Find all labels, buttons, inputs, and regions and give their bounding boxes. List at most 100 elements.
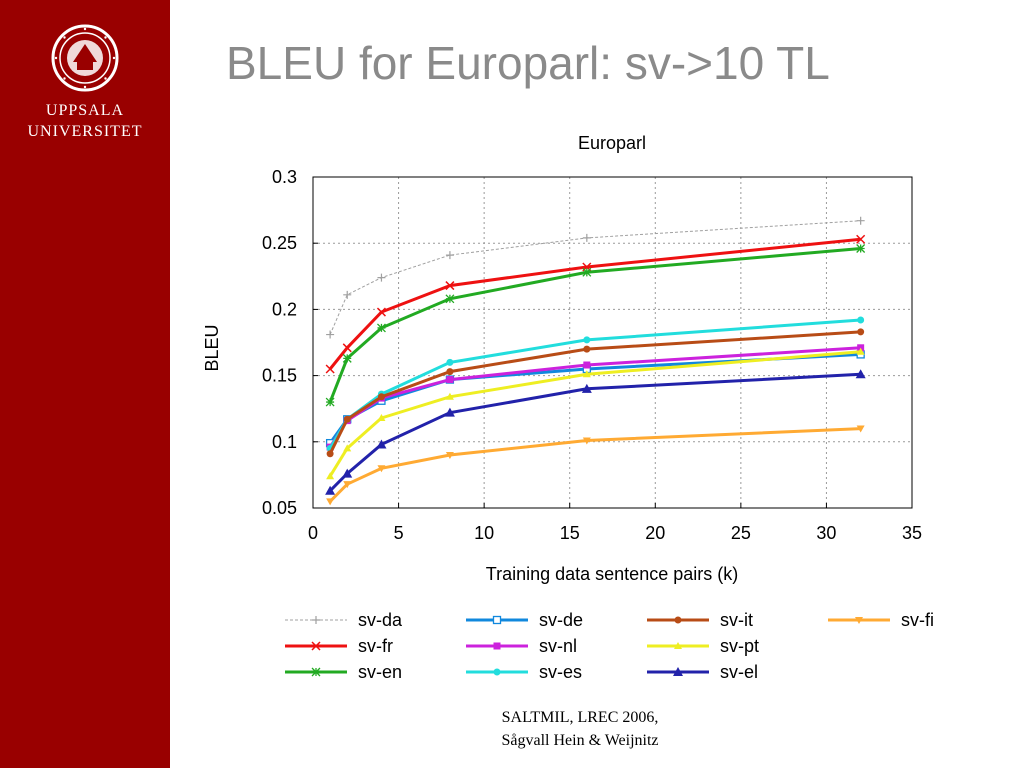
series-line	[329, 427, 861, 503]
data-point	[377, 465, 386, 473]
data-point	[377, 413, 386, 421]
data-point	[444, 407, 455, 417]
data-point	[376, 323, 386, 333]
legend-entry-sv-fi: sv-fi	[828, 610, 934, 630]
legend-entry-sv-en: sv-en	[285, 662, 402, 682]
data-point	[445, 251, 454, 260]
sidebar: UPPSALA UNIVERSITET	[0, 0, 170, 768]
data-point	[582, 437, 591, 445]
data-point	[492, 615, 502, 625]
data-point	[857, 316, 865, 324]
series-line	[328, 350, 861, 477]
plot-frame	[312, 176, 913, 509]
series-line	[328, 247, 861, 403]
series-sv-en	[325, 244, 866, 407]
series-sv-pt	[326, 347, 865, 480]
data-point	[326, 330, 335, 339]
data-point	[325, 364, 335, 374]
data-point	[673, 667, 683, 676]
data-point	[342, 343, 352, 353]
data-point	[343, 481, 352, 489]
x-tick-label: 20	[645, 523, 665, 543]
legend-label: sv-fi	[901, 610, 934, 630]
x-tick-label: 35	[902, 523, 922, 543]
legend-entry-sv-it: sv-it	[647, 610, 753, 630]
y-tick-label: 0.2	[272, 299, 297, 319]
series-lines	[325, 216, 866, 506]
legend-label: sv-es	[539, 662, 582, 682]
series-line	[328, 330, 861, 455]
slide-title: BLEU for Europarl: sv->10 TL	[226, 37, 830, 89]
legend-label: sv-fr	[358, 636, 393, 656]
data-point	[582, 233, 591, 242]
bleu-line-chart: Europarl BLEU Training data sentence pai…	[202, 133, 934, 682]
data-point	[445, 281, 455, 291]
x-tick-label: 30	[816, 523, 836, 543]
x-tick-label: 25	[731, 523, 751, 543]
data-point	[583, 336, 591, 344]
data-point	[325, 397, 335, 407]
legend-entry-sv-pt: sv-pt	[647, 636, 759, 656]
grid	[313, 177, 912, 508]
x-tick-label: 15	[560, 523, 580, 543]
data-point	[856, 347, 865, 355]
data-point	[857, 328, 865, 336]
data-point	[326, 498, 335, 506]
uppsala-seal-icon	[51, 24, 119, 92]
series-line	[329, 220, 861, 335]
legend-entry-sv-fr: sv-fr	[285, 636, 393, 656]
footer-citation-line-1: SALTMIL, LREC 2006,	[501, 709, 659, 726]
data-point	[312, 616, 320, 624]
footer-citation-line-2: Sågvall Hein & Weijnitz	[501, 732, 659, 749]
data-point	[446, 376, 454, 384]
legend-entry-sv-de: sv-de	[466, 610, 583, 630]
data-point	[377, 393, 385, 401]
x-tick-label: 0	[308, 523, 318, 543]
axis-ticks: 0 5 10 15 20 25 30 35 0.05 0.1 0.15 0.2 0.25 0.3	[262, 167, 922, 543]
legend-label: sv-it	[720, 610, 753, 630]
legend-label: sv-en	[358, 662, 402, 682]
legend-label: sv-pt	[720, 636, 759, 656]
y-tick-label: 0.15	[262, 366, 297, 386]
data-point	[377, 273, 386, 282]
legend-entry-sv-el: sv-el	[647, 662, 758, 682]
data-point	[583, 345, 591, 353]
data-point	[446, 358, 454, 366]
series-line	[328, 318, 861, 450]
legend-entry-sv-nl: sv-nl	[466, 636, 577, 656]
series-sv-fi	[326, 425, 865, 506]
y-tick-label: 0.25	[262, 233, 297, 253]
series-sv-da	[326, 216, 865, 339]
data-point	[311, 667, 321, 677]
data-point	[343, 290, 352, 299]
data-point	[856, 234, 866, 244]
data-point	[342, 353, 352, 363]
data-point	[855, 369, 866, 379]
data-point	[582, 370, 591, 378]
legend-label: sv-de	[539, 610, 583, 630]
data-point	[446, 368, 454, 376]
data-point	[445, 452, 454, 460]
x-tick-label: 5	[394, 523, 404, 543]
data-point	[674, 616, 682, 624]
data-point	[582, 267, 592, 277]
data-point	[493, 668, 501, 676]
legend-entry-sv-da: sv-da	[285, 610, 403, 630]
data-point	[326, 472, 335, 480]
x-tick-label: 10	[474, 523, 494, 543]
chart-title: Europarl	[578, 133, 646, 153]
university-name-line-1: UPPSALA	[45, 102, 125, 119]
data-point	[325, 485, 336, 495]
data-point	[674, 642, 682, 649]
data-point	[343, 415, 351, 423]
data-point	[326, 450, 334, 458]
legend: sv-da sv-fr sv-en sv-de sv-nl sv-es sv-it sv-pt…	[285, 610, 934, 682]
data-point	[445, 294, 455, 304]
data-point	[311, 641, 321, 651]
data-point	[856, 425, 865, 433]
data-point	[856, 244, 866, 253]
y-axis-label: BLEU	[202, 324, 222, 371]
data-point	[342, 468, 353, 478]
y-tick-label: 0.05	[262, 498, 297, 518]
data-point	[343, 444, 352, 452]
